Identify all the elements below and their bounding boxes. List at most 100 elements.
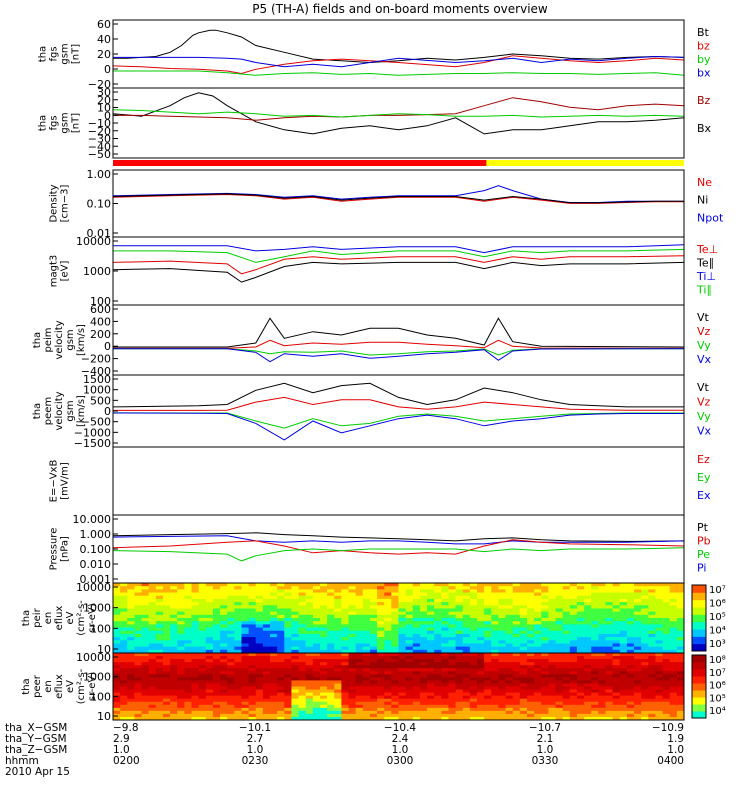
spectrogram-cell xyxy=(519,698,528,703)
spectrogram-cell xyxy=(591,671,599,675)
spectrogram-cell xyxy=(555,611,564,616)
spectrogram-cell xyxy=(227,633,235,638)
spectrogram-cell xyxy=(291,640,300,645)
spectrogram-cell xyxy=(512,624,521,629)
spectrogram-cell xyxy=(648,707,657,712)
spectrogram-cell xyxy=(512,692,521,697)
spectrogram-cell xyxy=(362,598,371,603)
spectrogram-cell xyxy=(120,692,128,697)
spectrogram-cell xyxy=(655,704,664,709)
spectrogram-cell xyxy=(626,646,635,651)
spectrogram-cell xyxy=(391,602,400,606)
spectrogram-cell xyxy=(634,653,642,657)
spectrogram-cell xyxy=(469,646,478,651)
spectrogram-cell xyxy=(170,662,178,666)
spectrogram-cell xyxy=(312,665,321,669)
spectrogram-cell xyxy=(441,611,450,616)
spectrogram-cell xyxy=(205,605,214,610)
spectrogram-cell xyxy=(284,583,293,587)
spectrogram-cell xyxy=(312,598,321,603)
spectrogram-cell xyxy=(277,656,285,660)
spectrogram-cell xyxy=(277,630,285,635)
spectrogram-cell xyxy=(113,598,121,603)
spectrogram-cell xyxy=(555,637,564,641)
spectrogram-cell xyxy=(184,605,193,610)
spectrogram-cell xyxy=(505,630,514,635)
spectrogram-cell xyxy=(641,695,649,700)
spectrogram-cell xyxy=(676,646,684,651)
spectrogram-cell xyxy=(141,680,150,685)
spectrogram-cell xyxy=(526,713,535,718)
spectrogram-cell xyxy=(170,598,178,603)
spectrogram-cell xyxy=(512,677,521,682)
spectrogram-cell xyxy=(626,671,635,675)
spectrogram-cell xyxy=(634,674,642,678)
spectrogram-cell xyxy=(127,656,136,660)
spectrogram-cell xyxy=(405,598,414,603)
spectrogram-cell xyxy=(255,674,264,678)
spectrogram-cell xyxy=(277,589,285,594)
spectrogram-cell xyxy=(141,618,150,622)
spectrogram-cell xyxy=(562,649,571,653)
spectrogram-cell xyxy=(341,686,350,691)
spectrogram-cell xyxy=(384,583,392,587)
spectrogram-cell xyxy=(205,598,214,603)
spectrogram-cell xyxy=(241,592,250,597)
spectrogram-cell xyxy=(455,692,464,697)
spectrogram-cell xyxy=(284,643,293,648)
spectrogram-cell xyxy=(155,630,164,635)
spectrogram-cell xyxy=(562,605,571,610)
spectrogram-cell xyxy=(113,656,121,660)
y-label-line: [km/s] xyxy=(76,395,87,427)
spectrogram-cell xyxy=(598,640,607,645)
spectrogram-cell xyxy=(377,716,385,720)
spectrogram-cell xyxy=(348,589,357,594)
spectrogram-cell xyxy=(491,677,500,682)
spectrogram-cell xyxy=(277,586,285,590)
spectrogram-cell xyxy=(262,683,271,688)
spectrogram-cell xyxy=(598,637,607,641)
spectrogram-cell xyxy=(391,649,400,653)
spectrogram-cell xyxy=(234,614,243,619)
spectrogram-cell xyxy=(248,643,257,648)
spectrogram-cell xyxy=(262,704,271,709)
spectrogram-cell xyxy=(391,598,400,603)
spectrogram-cell xyxy=(391,595,400,600)
spectrogram-cell xyxy=(626,695,635,700)
spectrogram-cell xyxy=(612,589,621,594)
spectrogram-cell xyxy=(534,630,542,635)
spectrogram-cell xyxy=(220,692,228,697)
spectrogram-cell xyxy=(448,671,457,675)
spectrogram-cell xyxy=(298,716,307,720)
spectrogram-cell xyxy=(634,589,642,594)
spectrogram-cell xyxy=(198,618,207,622)
spectrogram-cell xyxy=(676,689,684,694)
spectrogram-cell xyxy=(362,668,371,672)
spectrogram-cell xyxy=(434,713,442,718)
spectrogram-cell xyxy=(234,707,243,712)
series-group xyxy=(112,29,685,76)
spectrogram-cell xyxy=(120,662,128,666)
spectrogram-cell xyxy=(234,668,243,672)
spectrogram-cell xyxy=(319,608,328,613)
spectrogram-cell xyxy=(369,671,378,675)
spectrogram-cell xyxy=(312,614,321,619)
spectrogram-cell xyxy=(462,586,471,590)
spectrogram-cell xyxy=(298,586,307,590)
spectrogram-cell xyxy=(170,646,178,651)
spectrogram-cell xyxy=(298,707,307,712)
spectrogram-cell xyxy=(441,630,450,635)
spectrogram-cell xyxy=(477,653,485,657)
spectrogram-cell xyxy=(662,646,671,651)
spectrogram-cell xyxy=(505,608,514,613)
spectrogram-cell xyxy=(498,614,507,619)
spectrogram-cell xyxy=(477,605,485,610)
spectrogram-cell xyxy=(177,656,185,660)
spectrogram-cell xyxy=(569,686,578,691)
spectrogram-cell xyxy=(184,683,193,688)
spectrogram-cell xyxy=(591,624,599,629)
spectrogram-cell xyxy=(134,701,143,706)
spectrogram-cell xyxy=(584,716,592,720)
spectrogram-cell xyxy=(541,637,549,641)
